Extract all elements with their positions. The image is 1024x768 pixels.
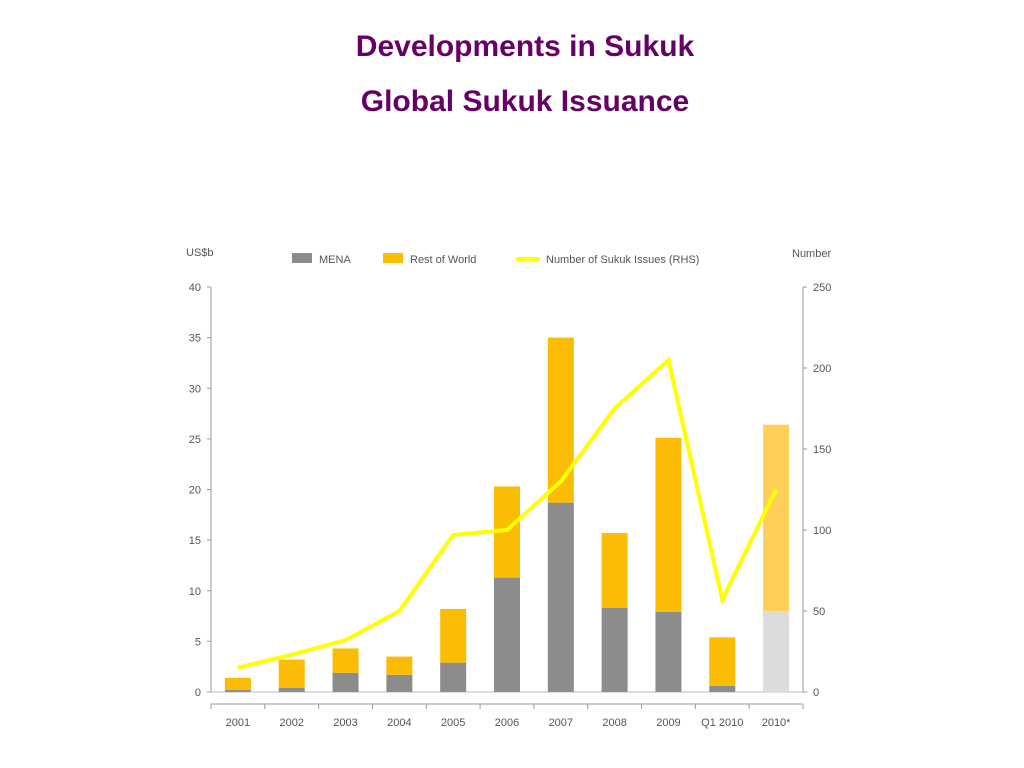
bars-group	[224, 337, 790, 692]
bar-mena	[655, 612, 682, 692]
bar-rest-of-world	[709, 637, 736, 686]
x-tick-label: 2001	[226, 717, 250, 729]
y-tick-label-left: 25	[189, 434, 201, 446]
y-tick-label-left: 30	[189, 383, 201, 395]
bar-mena	[278, 687, 305, 692]
y-tick-label-right: 50	[813, 606, 825, 618]
chart-title: Global Sukuk Issuance	[360, 85, 690, 118]
bar-rest-of-world	[763, 424, 790, 611]
legend-swatch-rest-of-world	[383, 253, 403, 263]
line-number-of-sukuk-issues	[237, 356, 778, 670]
y-tick-label-left: 15	[189, 535, 201, 547]
y-tick-label-left: 40	[189, 282, 201, 294]
bar-rest-of-world	[547, 337, 574, 503]
bar-mena	[224, 689, 251, 692]
bar-rest-of-world	[278, 659, 305, 688]
y-tick-label-right: 150	[813, 444, 831, 456]
bar-mena	[494, 577, 520, 692]
line-group	[237, 356, 778, 670]
chart-svg: 0 5 10 15 20 25 30 35 40 0 50 100 150 200 250 2001 2002 2…	[186, 247, 831, 729]
bar-rest-of-world	[440, 608, 467, 663]
y-axis-left-label: US$b	[186, 247, 214, 259]
y-tick-label-left: 5	[195, 636, 201, 648]
bar-mena	[547, 502, 574, 692]
bar-mena	[386, 674, 413, 692]
bar-rest-of-world	[332, 648, 359, 673]
x-tick-label: 2007	[549, 717, 573, 729]
sukuk-issuance-chart: 0 5 10 15 20 25 30 35 40 0 50 100 150 200 250 2001 2002 2…	[170, 235, 850, 745]
legend-swatch-mena	[292, 253, 312, 263]
x-tick-label: 2009	[656, 717, 680, 729]
x-tick-label: 2006	[495, 717, 519, 729]
bar-mena	[763, 611, 790, 692]
y-tick-label-right: 200	[813, 363, 831, 375]
legend-label-number-of-sukuk-issues-rhs-: Number of Sukuk Issues (RHS)	[546, 254, 699, 266]
y-axis-right-label: Number	[792, 248, 831, 260]
legend-label-rest-of-world: Rest of World	[410, 254, 476, 266]
y-tick-label-right: 100	[813, 525, 831, 537]
bar-rest-of-world	[386, 656, 413, 675]
bar-rest-of-world	[224, 677, 251, 690]
y-tick-label-left: 0	[195, 687, 201, 699]
x-tick-label: 2004	[387, 717, 411, 729]
axes-group: 0 5 10 15 20 25 30 35 40 0 50 100 150 200 250 2001 2002 2…	[186, 247, 831, 729]
legend: MENA Rest of World Number of Sukuk Issues …	[292, 253, 699, 266]
x-tick-label: 2002	[279, 717, 303, 729]
bar-mena	[709, 685, 736, 692]
x-tick-label: Q1 2010	[701, 717, 743, 729]
x-tick-label: 2010*	[762, 717, 791, 729]
x-tick-label: 2008	[602, 717, 626, 729]
bar-mena	[332, 672, 359, 692]
y-tick-label-left: 10	[189, 586, 201, 598]
bar-rest-of-world	[655, 437, 682, 613]
bar-mena	[440, 662, 467, 692]
slide-title: Developments in Sukuk	[355, 30, 695, 63]
y-tick-label-right: 250	[813, 282, 831, 294]
legend-label-mena: MENA	[319, 254, 351, 266]
bar-rest-of-world	[601, 533, 628, 608]
x-tick-label: 2003	[333, 717, 357, 729]
y-tick-label-right: 0	[813, 687, 819, 699]
bar-mena	[601, 607, 628, 692]
x-tick-label: 2005	[441, 717, 465, 729]
y-tick-label-left: 35	[189, 333, 201, 345]
y-tick-label-left: 20	[189, 485, 201, 497]
